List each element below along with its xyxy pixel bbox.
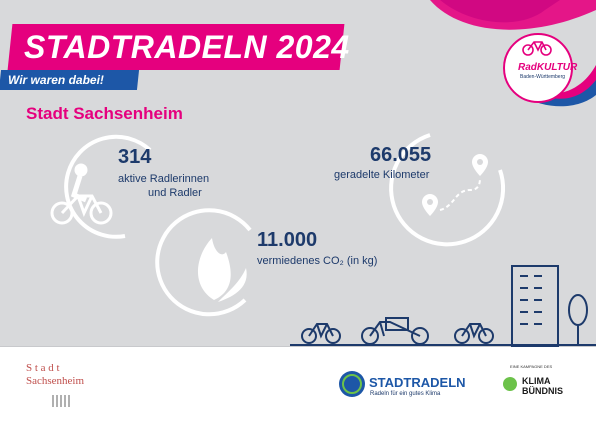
badge-name: RadKULTUR xyxy=(518,62,578,73)
km-arc xyxy=(389,133,506,247)
tree-icon xyxy=(568,294,588,346)
km-value: 66.055 xyxy=(370,144,432,166)
page-title: STADTRADELN 2024 xyxy=(24,29,350,65)
badge-bike-icon xyxy=(522,41,552,56)
cyclists-value: 314 xyxy=(118,146,152,168)
city-name: Stadt Sachsenheim xyxy=(26,104,183,123)
klima-line-1: KLIMA xyxy=(522,376,551,386)
footer-strip xyxy=(0,346,596,422)
co2-label: vermiedenes CO₂ (in kg) xyxy=(257,255,378,267)
cyclists-label-1: aktive Radlerinnen xyxy=(118,173,210,185)
badge-region: Baden-Württemberg xyxy=(520,74,566,80)
ribbon-magenta-lower xyxy=(530,65,596,99)
klima-line-2: BÜNDNIS xyxy=(522,386,564,396)
town-logo-line-2: Sachsenheim xyxy=(26,375,85,387)
cyclists-label-2: und Radler xyxy=(148,187,202,199)
building-icon xyxy=(511,265,559,347)
ribbon-magenta xyxy=(430,0,596,30)
route-pin-icon xyxy=(422,154,488,216)
radkultur-badge xyxy=(503,33,573,103)
cyclist-icon xyxy=(50,163,113,225)
km-label: geradelte Kilometer xyxy=(334,169,430,181)
campaign-note: EINE KAMPAGNE DES xyxy=(510,364,553,369)
klima-buendnis-globe xyxy=(503,377,517,391)
stadtradeln-logo-text: STADTRADELN xyxy=(369,375,466,390)
bikes-row-icon xyxy=(301,317,494,345)
subtitle: Wir waren dabei! xyxy=(8,73,104,87)
town-logo-grid xyxy=(52,395,70,407)
co2-value: 11.000 xyxy=(257,229,318,251)
cyclists-arc xyxy=(64,134,152,239)
leaf-icon xyxy=(197,238,247,302)
stadtradeln-tagline: Radeln für ein gutes Klima xyxy=(370,391,441,397)
town-logo-line-1: S t a d t xyxy=(26,362,60,374)
co2-arc xyxy=(155,208,252,317)
